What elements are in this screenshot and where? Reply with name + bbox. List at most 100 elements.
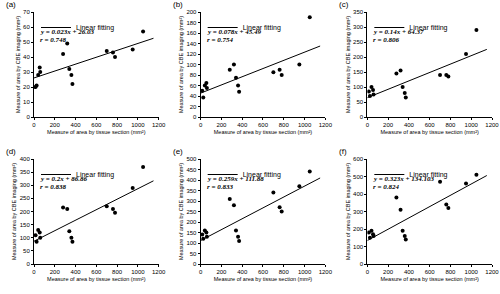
svg-text:(f): (f): [339, 147, 347, 156]
svg-text:800: 800: [445, 269, 456, 275]
svg-text:0: 0: [366, 122, 370, 128]
svg-text:150: 150: [20, 222, 31, 228]
svg-text:400: 400: [404, 269, 415, 275]
svg-text:600: 600: [425, 122, 436, 128]
svg-text:160: 160: [186, 30, 197, 36]
svg-text:400: 400: [404, 122, 415, 128]
svg-text:400: 400: [71, 122, 82, 128]
svg-text:30: 30: [23, 69, 30, 75]
svg-text:300: 300: [20, 182, 31, 188]
svg-text:250: 250: [186, 209, 197, 215]
svg-text:Measure of area by tissue sect: Measure of area by tissue section (mm²): [47, 129, 146, 135]
svg-text:400: 400: [237, 122, 248, 128]
svg-text:0: 0: [360, 261, 364, 267]
svg-text:1200: 1200: [319, 122, 333, 128]
svg-text:200: 200: [353, 54, 364, 60]
svg-text:Linear fitting: Linear fitting: [76, 24, 114, 32]
svg-text:r = 0.838: r = 0.838: [40, 183, 66, 191]
svg-text:300: 300: [353, 209, 364, 215]
svg-text:40: 40: [23, 54, 30, 60]
svg-text:(a): (a): [6, 0, 16, 9]
svg-text:1000: 1000: [465, 122, 479, 128]
svg-text:400: 400: [353, 191, 364, 197]
svg-text:0: 0: [26, 261, 30, 267]
svg-text:800: 800: [279, 122, 290, 128]
svg-text:1000: 1000: [131, 122, 145, 128]
svg-text:200: 200: [50, 122, 61, 128]
svg-text:0: 0: [26, 114, 30, 120]
svg-text:250: 250: [20, 195, 31, 201]
svg-text:r = 0.748: r = 0.748: [40, 36, 66, 44]
svg-text:0: 0: [193, 261, 197, 267]
svg-text:600: 600: [91, 269, 102, 275]
svg-text:200: 200: [50, 269, 61, 275]
svg-text:600: 600: [258, 122, 269, 128]
svg-text:200: 200: [383, 269, 394, 275]
svg-text:Measure of area by CBE imaging: Measure of area by CBE imaging (mm²): [11, 163, 17, 260]
svg-text:800: 800: [112, 122, 123, 128]
svg-text:400: 400: [20, 156, 31, 162]
svg-text:60: 60: [190, 83, 197, 89]
svg-text:500: 500: [353, 174, 364, 180]
svg-text:300: 300: [353, 24, 364, 30]
svg-text:40: 40: [190, 93, 197, 99]
svg-text:1200: 1200: [485, 269, 499, 275]
svg-text:Linear fitting: Linear fitting: [243, 171, 281, 179]
svg-text:r = 0.754: r = 0.754: [207, 36, 233, 44]
svg-text:200: 200: [186, 219, 197, 225]
svg-text:200: 200: [216, 122, 227, 128]
svg-text:70: 70: [23, 9, 30, 15]
svg-text:0: 0: [32, 269, 36, 275]
svg-text:350: 350: [186, 188, 197, 194]
svg-text:1200: 1200: [319, 269, 333, 275]
svg-text:r = 0.833: r = 0.833: [207, 183, 233, 191]
svg-text:Measure of area by tissue sect: Measure of area by tissue section (mm²): [214, 276, 313, 282]
svg-text:60: 60: [23, 24, 30, 30]
svg-text:1000: 1000: [131, 269, 145, 275]
svg-text:20: 20: [190, 104, 197, 110]
svg-text:100: 100: [20, 235, 31, 241]
svg-text:200: 200: [186, 9, 197, 15]
svg-text:(e): (e): [173, 147, 183, 156]
svg-text:y = 0.023x + 26.03: y = 0.023x + 26.03: [40, 28, 95, 36]
svg-text:200: 200: [216, 269, 227, 275]
svg-text:600: 600: [91, 122, 102, 128]
svg-text:800: 800: [112, 269, 123, 275]
svg-text:200: 200: [383, 122, 394, 128]
svg-text:350: 350: [353, 9, 364, 15]
svg-text:350: 350: [20, 169, 31, 175]
svg-text:400: 400: [71, 269, 82, 275]
svg-text:80: 80: [190, 72, 197, 78]
svg-text:1200: 1200: [152, 122, 166, 128]
svg-text:1000: 1000: [298, 122, 312, 128]
svg-text:100: 100: [186, 62, 197, 68]
svg-text:Measure of area by CBE imaging: Measure of area by CBE imaging (mm²): [345, 16, 351, 113]
svg-text:150: 150: [186, 230, 197, 236]
svg-text:Measure of area by CBE imaging: Measure of area by CBE imaging (mm²): [345, 163, 351, 260]
svg-text:Measure of area by tissue sect: Measure of area by tissue section (mm²): [214, 129, 313, 135]
svg-text:150: 150: [353, 69, 364, 75]
svg-text:y = 0.2x + 86.86: y = 0.2x + 86.86: [40, 175, 88, 183]
svg-text:0: 0: [32, 122, 36, 128]
svg-text:450: 450: [186, 167, 197, 173]
svg-text:1000: 1000: [298, 269, 312, 275]
svg-text:Measure of area by tissue sect: Measure of area by tissue section (mm²): [380, 129, 479, 135]
svg-text:800: 800: [279, 269, 290, 275]
svg-text:Linear fitting: Linear fitting: [409, 171, 447, 179]
svg-text:600: 600: [425, 269, 436, 275]
svg-text:Linear fitting: Linear fitting: [409, 24, 447, 32]
svg-text:140: 140: [186, 41, 197, 47]
svg-text:0: 0: [366, 269, 370, 275]
svg-text:(b): (b): [173, 0, 183, 9]
svg-text:100: 100: [353, 84, 364, 90]
svg-text:1200: 1200: [485, 122, 499, 128]
svg-text:0: 0: [199, 269, 203, 275]
svg-text:0: 0: [199, 122, 203, 128]
svg-text:y = 0.323x + 134.103: y = 0.323x + 134.103: [373, 175, 435, 183]
svg-text:800: 800: [445, 122, 456, 128]
svg-text:0: 0: [360, 114, 364, 120]
svg-text:20: 20: [23, 84, 30, 90]
svg-text:100: 100: [186, 240, 197, 246]
svg-text:Measure of area by CBE imaging: Measure of area by CBE imaging (mm²): [178, 16, 184, 113]
svg-text:1200: 1200: [152, 269, 166, 275]
